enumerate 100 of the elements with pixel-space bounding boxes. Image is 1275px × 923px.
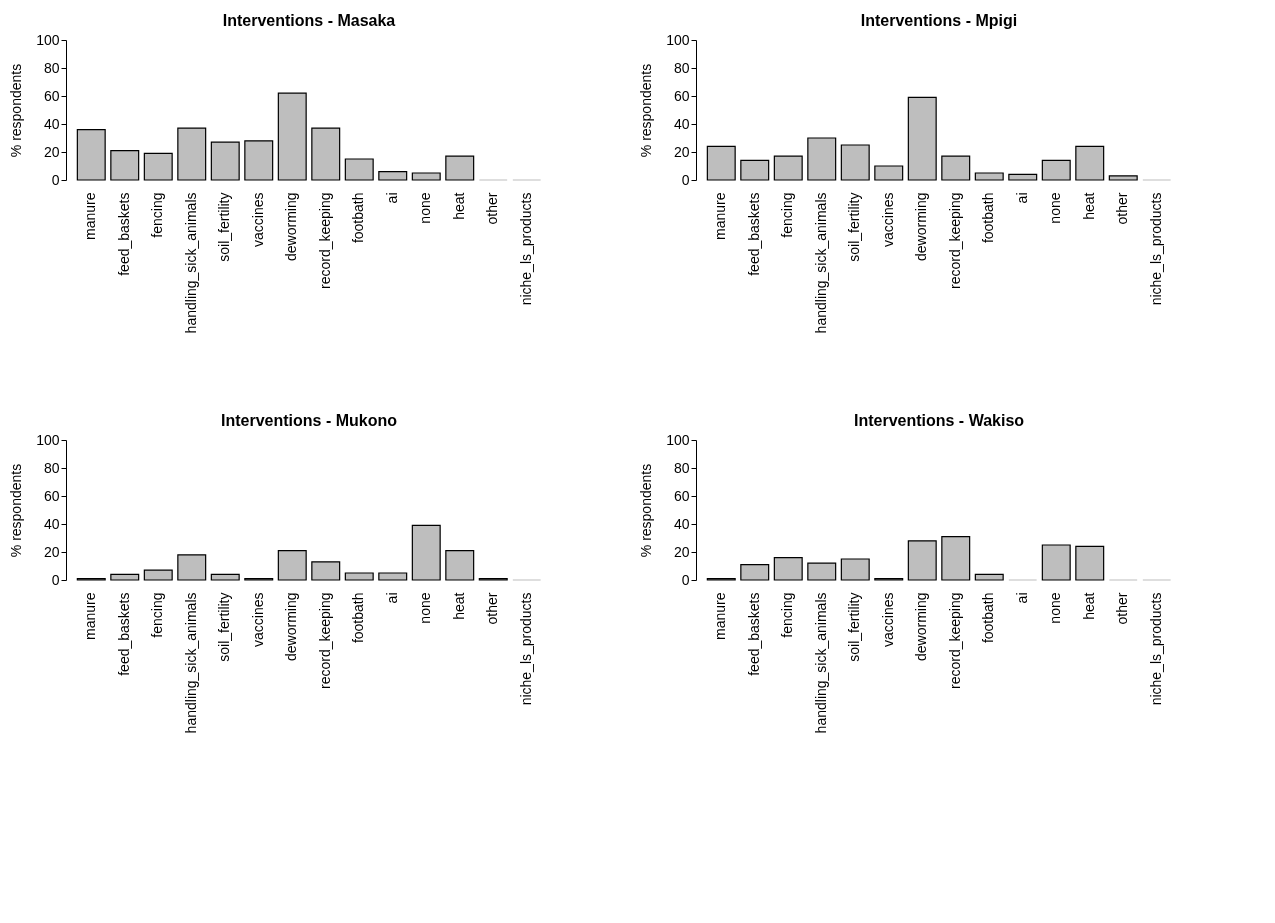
y-tick-label: 100 [36,31,60,48]
bar [277,550,307,581]
y-tick-label: 0 [681,571,690,588]
x-tick-label: deworming [283,592,300,661]
bar [411,524,441,581]
bar [773,557,803,581]
x-tick-label: deworming [913,192,930,261]
chart-title: Interventions - Mukono [221,412,398,429]
bar [210,141,240,181]
x-tick-label: feed_baskets [115,192,132,276]
x-tick-label: fencing [779,192,796,238]
bar [941,155,971,181]
x-tick-label: niche_ls_products [517,192,534,306]
y-tick-label: 60 [673,487,690,504]
y-tick-label: 40 [43,115,60,132]
x-tick-label: vaccines [249,192,266,247]
y-tick-label: 60 [43,487,60,504]
y-tick-label: 80 [43,459,60,476]
y-tick-label: 20 [673,543,690,560]
x-tick-label: soil_fertility [846,192,863,262]
y-tick-label: 60 [43,87,60,104]
bar [76,129,106,181]
x-tick-label: ai [1013,192,1030,204]
x-tick-label: vaccines [879,592,896,647]
y-tick-label: 100 [666,31,690,48]
x-tick-label: handling_sick_animals [182,592,199,734]
x-tick-label: niche_ls_products [517,592,534,706]
x-tick-label: handling_sick_animals [812,192,829,334]
bar [907,96,937,181]
x-tick-label: deworming [913,592,930,661]
x-tick-label: other [1114,192,1131,225]
bar [177,554,207,581]
y-tick-label: 20 [43,543,60,560]
x-tick-label: record_keeping [946,192,963,290]
x-tick-label: soil_fertility [846,592,863,662]
x-tick-label: ai [383,592,400,604]
x-tick-label: footbath [350,192,367,244]
x-tick-label: fencing [149,592,166,638]
x-tick-label: other [1114,592,1131,625]
x-tick-label: manure [82,192,99,240]
x-tick-label: manure [712,592,729,640]
y-axis-title: % respondents [638,63,655,158]
x-tick-label: ai [1013,592,1030,604]
x-tick-label: none [417,192,434,224]
y-tick-label: 40 [673,515,690,532]
bar [445,155,475,181]
y-tick-label: 0 [51,571,60,588]
bar [344,158,374,181]
bar [974,172,1004,181]
y-tick-label: 0 [51,171,60,188]
x-tick-label: none [1047,592,1064,624]
x-tick-label: deworming [283,192,300,261]
y-tick-label: 80 [43,59,60,76]
y-tick-label: 40 [43,515,60,532]
bar [1075,545,1105,581]
x-tick-label: none [417,592,434,624]
bar [110,573,140,581]
chart-title: Interventions - Masaka [222,12,396,29]
bar [445,550,475,581]
bar [807,562,837,581]
y-tick-label: 20 [673,143,690,160]
y-tick-label: 40 [673,115,690,132]
bar [210,573,240,581]
y-tick-label: 100 [666,431,690,448]
bar [378,171,408,181]
bar [907,540,937,581]
bar [177,127,207,181]
x-tick-label: ai [383,192,400,204]
x-tick-label: record_keeping [946,592,963,690]
x-tick-label: footbath [350,592,367,644]
bar [311,127,341,181]
x-tick-label: fencing [149,192,166,238]
bar [411,172,441,181]
bar [706,145,736,181]
x-tick-label: record_keeping [316,192,333,290]
x-tick-label: other [484,592,501,625]
bar [1108,175,1138,181]
bar [773,155,803,181]
x-tick-label: niche_ls_products [1147,592,1164,706]
bar [807,137,837,181]
x-tick-label: soil_fertility [216,592,233,662]
x-tick-label: handling_sick_animals [812,592,829,734]
x-tick-label: feed_baskets [745,592,762,676]
x-tick-label: none [1047,192,1064,224]
bar [143,569,173,581]
x-tick-label: record_keeping [316,592,333,690]
x-tick-label: feed_baskets [745,192,762,276]
y-axis-title: % respondents [8,63,25,158]
x-tick-label: handling_sick_animals [182,192,199,334]
bar [277,92,307,181]
x-tick-label: manure [82,592,99,640]
bar [840,144,870,181]
x-tick-label: other [484,192,501,225]
x-tick-label: soil_fertility [216,192,233,262]
x-tick-label: manure [712,192,729,240]
y-tick-label: 80 [673,459,690,476]
bar [311,561,341,581]
x-tick-label: heat [450,192,467,220]
x-tick-label: heat [450,592,467,620]
x-tick-label: feed_baskets [115,592,132,676]
